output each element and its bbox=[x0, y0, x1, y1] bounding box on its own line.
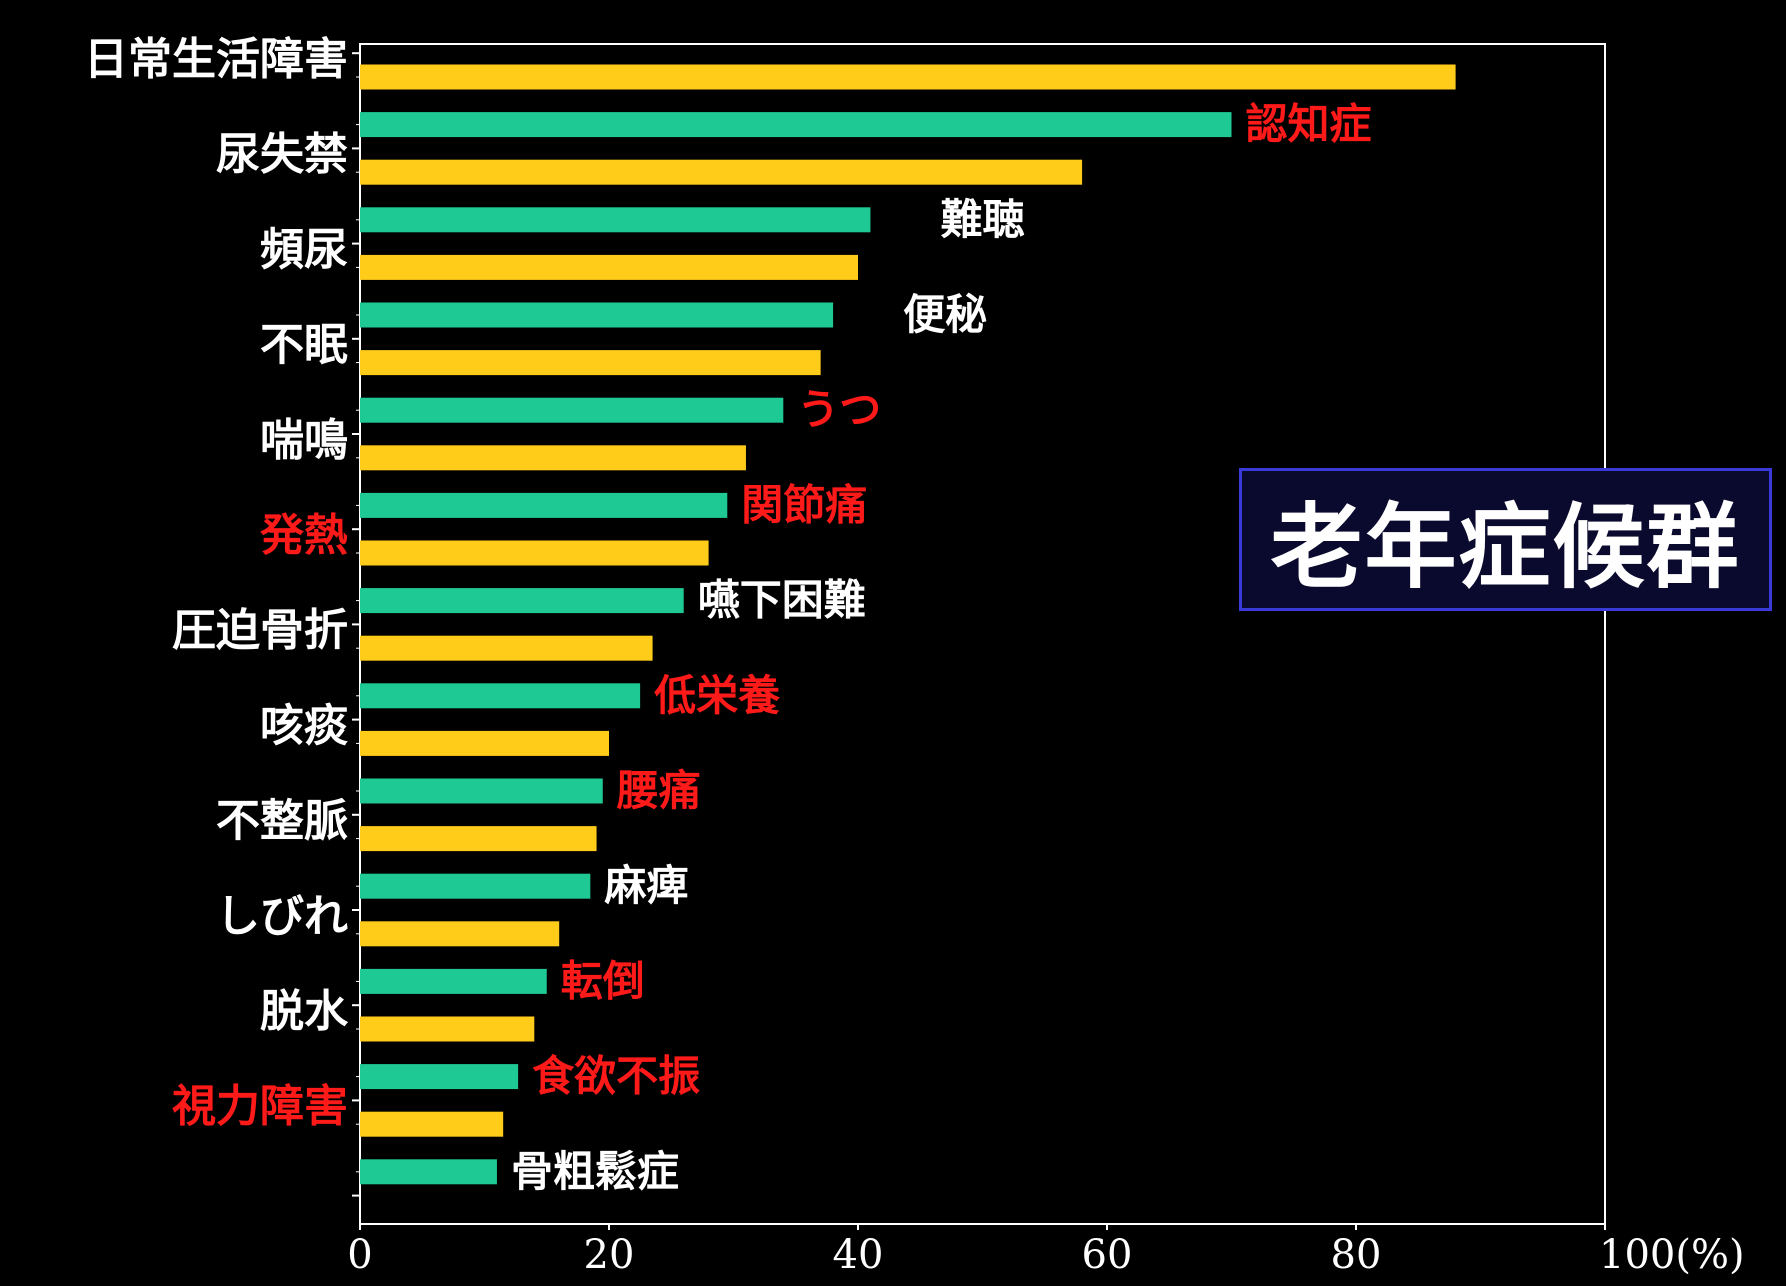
bar-label: 転倒 bbox=[561, 956, 645, 1005]
category-label: 脱水 bbox=[260, 986, 349, 1037]
bar-green-3 bbox=[360, 397, 784, 423]
bar-label: 便秘 bbox=[903, 290, 987, 339]
x-tick-label: 20 bbox=[584, 1232, 635, 1278]
bar-yellow-3 bbox=[360, 350, 821, 376]
category-label: 頻尿 bbox=[260, 224, 348, 275]
bar-green-4 bbox=[360, 492, 728, 518]
bar-label: 難聴 bbox=[940, 195, 1024, 244]
bar-label: 関節痛 bbox=[741, 480, 867, 529]
chart-title: 老年症候群 bbox=[1270, 494, 1741, 601]
x-tick-label: 0 bbox=[347, 1232, 372, 1278]
bar-green-11 bbox=[360, 1159, 497, 1185]
bar-yellow-10 bbox=[360, 1016, 535, 1042]
category-label: 尿失禁 bbox=[216, 129, 348, 180]
category-label: 不眠 bbox=[260, 320, 348, 371]
bar-label: 腰痛 bbox=[616, 766, 701, 815]
chart-title-box: 老年症候群 bbox=[1239, 468, 1772, 611]
bar-label: 嚥下困難 bbox=[698, 576, 866, 625]
bar-label: 低栄養 bbox=[654, 671, 780, 720]
bar-green-5 bbox=[360, 588, 684, 614]
category-label: しびれ bbox=[216, 891, 348, 942]
bar-yellow-6 bbox=[360, 635, 653, 661]
x-tick-label: 60 bbox=[1082, 1232, 1133, 1278]
bar-yellow-9 bbox=[360, 921, 560, 947]
bar-yellow-2 bbox=[360, 254, 858, 280]
category-label: 視力障害 bbox=[172, 1081, 348, 1132]
bar-yellow-0 bbox=[360, 64, 1456, 90]
category-label: 不整脈 bbox=[216, 796, 348, 847]
bar-label: 麻痺 bbox=[604, 861, 688, 910]
bar-green-2 bbox=[360, 302, 834, 328]
bar-label: 認知症 bbox=[1246, 100, 1372, 149]
category-label: 圧迫骨折 bbox=[172, 605, 348, 656]
bar-green-1 bbox=[360, 207, 871, 233]
bar-yellow-4 bbox=[360, 445, 746, 471]
bar-label: 食欲不振 bbox=[532, 1052, 700, 1101]
bar-yellow-11 bbox=[360, 1111, 504, 1137]
bar-green-7 bbox=[360, 778, 603, 804]
bar-yellow-1 bbox=[360, 159, 1083, 185]
bar-label: 骨粗鬆症 bbox=[511, 1147, 679, 1196]
x-tick-label: 100(%) bbox=[1599, 1232, 1745, 1278]
bar-label: うつ bbox=[797, 385, 881, 434]
bar-green-0 bbox=[360, 112, 1232, 138]
plot-frame bbox=[359, 43, 1606, 1225]
bar-green-10 bbox=[360, 1064, 519, 1090]
category-label: 咳痰 bbox=[260, 700, 348, 751]
bar-yellow-5 bbox=[360, 540, 709, 566]
bar-green-6 bbox=[360, 683, 641, 709]
bar-green-9 bbox=[360, 968, 547, 994]
bar-yellow-7 bbox=[360, 730, 609, 756]
x-tick-label: 40 bbox=[833, 1232, 884, 1278]
bar-green-8 bbox=[360, 873, 591, 899]
category-label: 日常生活障害 bbox=[84, 34, 348, 85]
x-tick-label: 80 bbox=[1331, 1232, 1382, 1278]
category-label: 発熱 bbox=[259, 510, 348, 561]
category-label: 喘鳴 bbox=[260, 415, 348, 466]
bar-yellow-8 bbox=[360, 826, 597, 852]
